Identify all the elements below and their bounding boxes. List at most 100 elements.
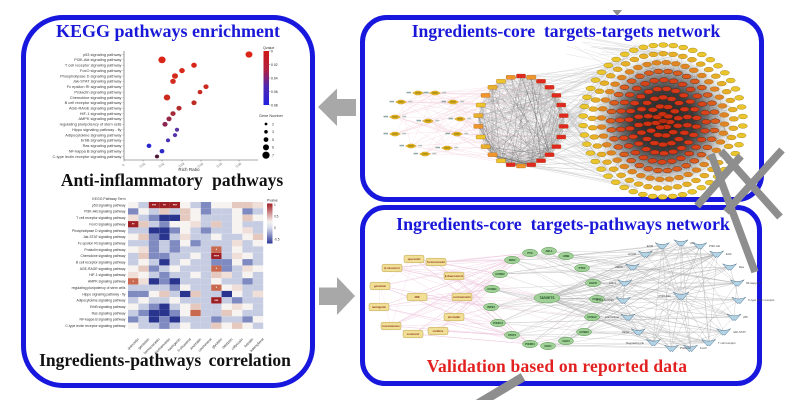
- svg-text:3: 3: [272, 130, 274, 134]
- svg-text:0: 0: [122, 163, 126, 167]
- svg-text:T cell receptor signaling path: T cell receptor signaling pathway: [65, 63, 122, 68]
- svg-text:0.02: 0.02: [271, 63, 278, 67]
- svg-text:0.02: 0.02: [158, 162, 166, 169]
- svg-text:EGF: EGF: [726, 252, 732, 256]
- svg-text:caribine: caribine: [433, 329, 444, 333]
- svg-text:NF-kappa B signaling pathway: NF-kappa B signaling pathway: [80, 318, 126, 322]
- svg-text:Ras: Ras: [739, 265, 745, 269]
- svg-text:HIF-1 signaling pathway: HIF-1 signaling pathway: [80, 111, 122, 116]
- svg-text:*: *: [216, 267, 218, 271]
- svg-text:0.08: 0.08: [271, 103, 278, 107]
- svg-text:0: 0: [274, 226, 276, 230]
- svg-text:AMPK: AMPK: [615, 265, 623, 269]
- svg-text:PTK: PTK: [527, 251, 532, 255]
- svg-text:Hippo: Hippo: [622, 330, 630, 334]
- svg-text:CCNA1: CCNA1: [592, 297, 602, 301]
- svg-text:***: ***: [214, 299, 219, 303]
- svg-text:PTK2: PTK2: [579, 266, 586, 270]
- svg-text:quercetin: quercetin: [408, 257, 421, 261]
- svg-text:0.04: 0.04: [197, 162, 205, 169]
- svg-text:6: 6: [272, 146, 274, 150]
- svg-text:anomalin: anomalin: [448, 315, 461, 319]
- svg-text:PI3K-Akt signaling pathway: PI3K-Akt signaling pathway: [84, 210, 126, 214]
- svg-text:Prolactin signaling pathway: Prolactin signaling pathway: [84, 248, 125, 252]
- svg-text:JNK2: JNK2: [509, 258, 516, 262]
- svg-text:Prolactin signaling pathway: Prolactin signaling pathway: [74, 89, 121, 94]
- svg-text:*: *: [133, 280, 135, 284]
- svg-text:2: 2: [272, 122, 274, 126]
- svg-text:Adipocytokine signaling pathwa: Adipocytokine signaling pathway: [76, 299, 125, 303]
- svg-text:p53 signaling pathway: p53 signaling pathway: [83, 52, 122, 57]
- svg-text:naringenin: naringenin: [372, 305, 387, 309]
- svg-text:-0.5: -0.5: [274, 238, 280, 242]
- svg-text:genistein: genistein: [374, 284, 387, 288]
- svg-text:Prolactin: Prolactin: [680, 346, 691, 350]
- svg-text:HIF-1: HIF-1: [609, 281, 616, 285]
- svg-text:formononetin: formononetin: [427, 260, 445, 264]
- svg-text:Ras signaling pathway: Ras signaling pathway: [83, 143, 122, 148]
- svg-text:CHK1: CHK1: [544, 344, 552, 348]
- svg-text:AGE-RAGE signaling pathway: AGE-RAGE signaling pathway: [80, 267, 126, 271]
- svg-text:0.5: 0.5: [274, 215, 279, 219]
- svg-text:p55: p55: [743, 315, 748, 319]
- svg-text:****: ****: [214, 255, 220, 259]
- svg-text:INP94: INP94: [487, 305, 495, 309]
- svg-text:0.04: 0.04: [271, 76, 278, 80]
- svg-text:1: 1: [274, 203, 276, 207]
- svg-text:ErbB signaling pathway: ErbB signaling pathway: [90, 305, 126, 309]
- svg-text:B cell receptor: B cell receptor: [596, 298, 614, 302]
- svg-text:Gene Number: Gene Number: [259, 114, 284, 118]
- svg-text:0.06: 0.06: [235, 162, 243, 169]
- svg-text:TARGETS: TARGETS: [540, 296, 555, 300]
- svg-text:PIK3C3: PIK3C3: [493, 321, 503, 325]
- svg-text:AMPK signaling pathway: AMPK signaling pathway: [88, 280, 126, 284]
- svg-text:β-daucosterol: β-daucosterol: [445, 274, 464, 278]
- svg-text:B cell receptor signaling path: B cell receptor signaling pathway: [76, 261, 126, 265]
- svg-text:LIMB: LIMB: [563, 254, 570, 258]
- svg-text:Jak-STAT signaling pathway: Jak-STAT signaling pathway: [73, 79, 122, 84]
- svg-text:Rich Ratio: Rich Ratio: [178, 167, 200, 172]
- svg-text:***: ***: [152, 204, 157, 208]
- svg-text:Hippo signaling pathway - fly: Hippo signaling pathway - fly: [72, 127, 122, 132]
- svg-text:regulating pluripotency of ste: regulating pluripotency of stem cells: [60, 122, 122, 127]
- svg-text:PIK3R1: PIK3R1: [525, 342, 535, 346]
- svg-text:ABL1: ABL1: [545, 249, 553, 253]
- svg-text:KEGG Pathway Term: KEGG Pathway Term: [92, 197, 125, 201]
- svg-text:Hippo signaling pathway - fly: Hippo signaling pathway - fly: [82, 292, 125, 296]
- svg-text:NF-kappa B signaling pathway: NF-kappa B signaling pathway: [69, 149, 122, 154]
- svg-text:Pvalue: Pvalue: [267, 199, 278, 203]
- svg-text:STAT3: STAT3: [508, 333, 517, 337]
- svg-text:Chemokine signaling pathway: Chemokine signaling pathway: [80, 254, 125, 258]
- svg-text:β-sitosterol: β-sitosterol: [384, 266, 399, 270]
- svg-text:C-type lectin receptor signali: C-type lectin receptor signaling pathway: [53, 154, 122, 159]
- svg-text:7: 7: [272, 154, 274, 158]
- svg-text:0.01: 0.01: [139, 162, 147, 169]
- svg-text:T cell receptor signaling path: T cell receptor signaling pathway: [76, 216, 126, 220]
- svg-text:0: 0: [271, 49, 273, 53]
- svg-text:isorhamnetin: isorhamnetin: [453, 295, 471, 299]
- svg-text:*: *: [216, 286, 218, 290]
- svg-text:Regulating plu: Regulating plu: [626, 341, 644, 345]
- svg-text:FoxO signaling pathway: FoxO signaling pathway: [80, 68, 122, 73]
- svg-text:C-type lectin receptor: C-type lectin receptor: [748, 298, 775, 302]
- svg-text:C-type lectin receptor signali: C-type lectin receptor signaling pathway: [65, 324, 125, 328]
- svg-text:**: **: [163, 204, 166, 208]
- svg-text:coumarol: coumarol: [407, 332, 420, 336]
- svg-text:p53: p53: [690, 241, 695, 245]
- svg-text:CCNA2: CCNA2: [587, 315, 597, 319]
- svg-text:ErbB: ErbB: [647, 244, 653, 248]
- svg-text:JAK-STAT: JAK-STAT: [733, 330, 746, 334]
- svg-text:regulating pluripotency of ste: regulating pluripotency of stem cells: [72, 286, 126, 290]
- svg-text:Chemokine signaling pathway: Chemokine signaling pathway: [70, 95, 122, 100]
- svg-text:***: ***: [173, 204, 178, 208]
- svg-text:PI3K-Akt: PI3K-Akt: [709, 244, 720, 248]
- svg-text:NF-kappa B: NF-kappa B: [746, 281, 761, 285]
- svg-text:0.06: 0.06: [271, 90, 278, 94]
- svg-text:ErbB signaling pathway: ErbB signaling pathway: [81, 138, 122, 143]
- svg-text:Phospholipase D signaling path: Phospholipase D signaling pathway: [60, 73, 121, 78]
- svg-text:luteolin: luteolin: [243, 337, 254, 348]
- svg-text:Qvalue: Qvalue: [263, 46, 274, 50]
- svg-text:Adipocytokine signaling pathwa: Adipocytokine signaling pathway: [65, 132, 121, 137]
- svg-text:Jak-STAT signaling pathway: Jak-STAT signaling pathway: [83, 235, 126, 239]
- svg-text:mTOR: mTOR: [628, 252, 636, 256]
